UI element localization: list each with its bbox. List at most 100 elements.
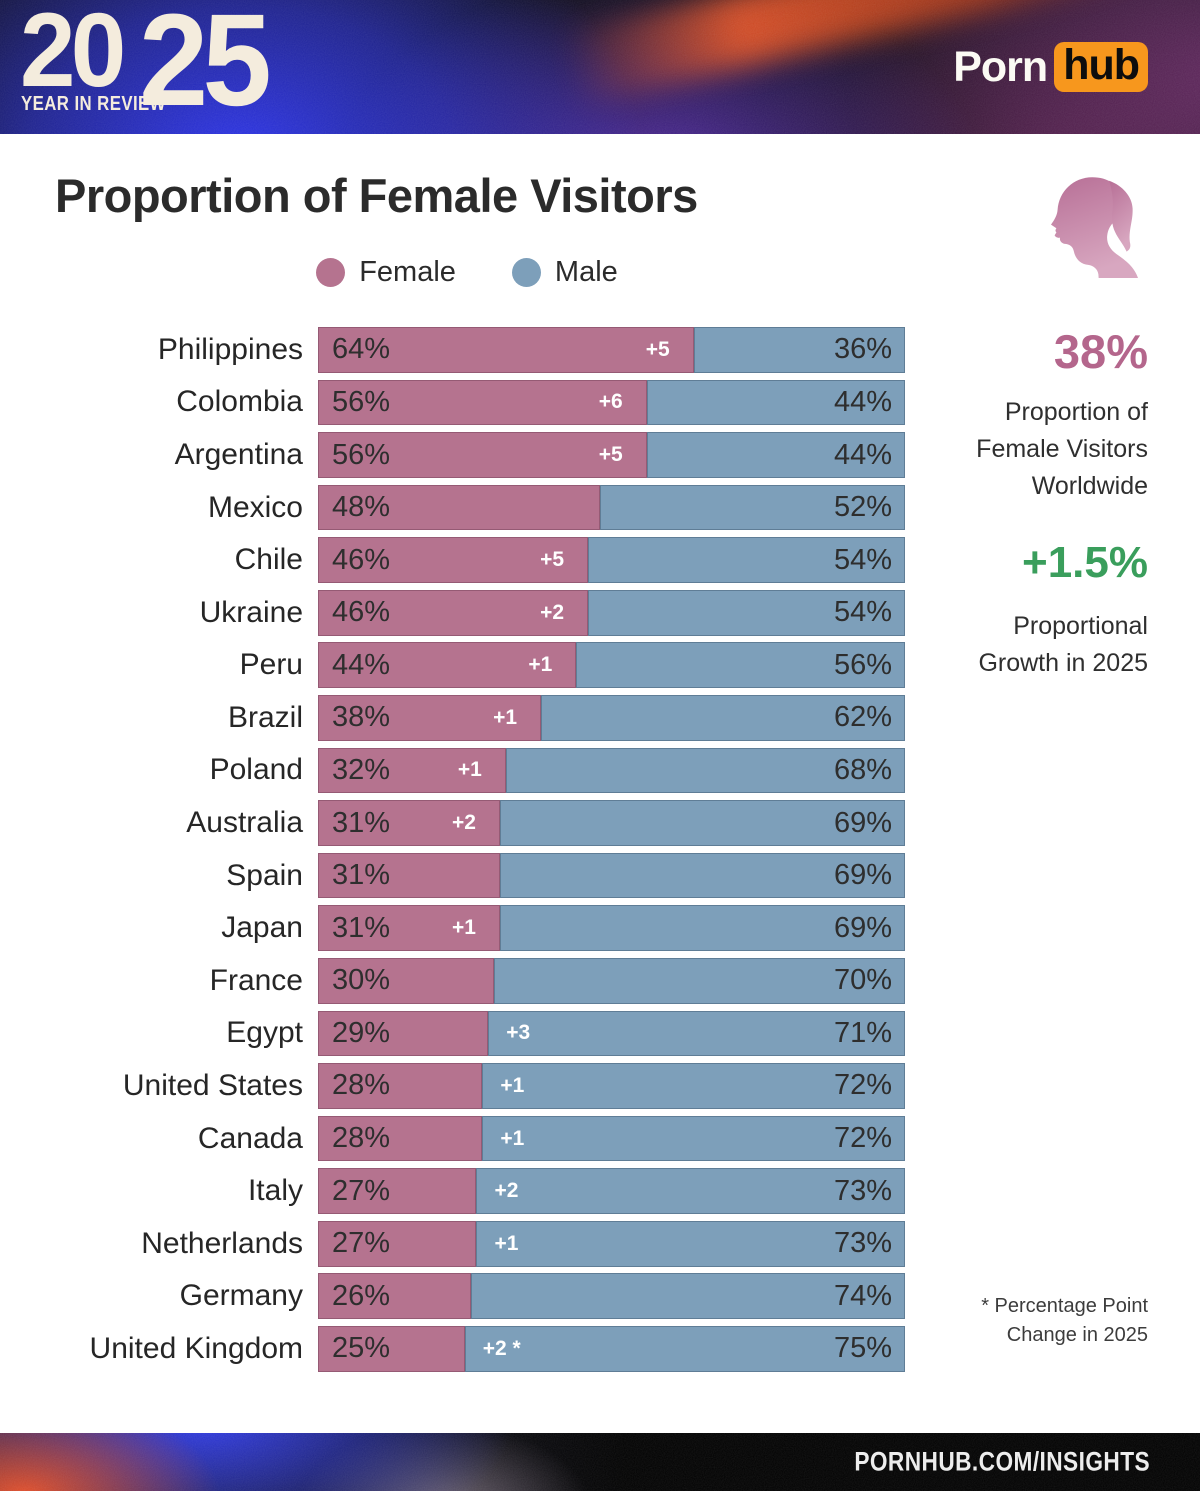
- chart-row: Australia 31% +2 69%: [0, 800, 905, 846]
- female-percent-label: 32%: [332, 753, 391, 786]
- footnote: * Percentage Point Change in 2025: [981, 1295, 1148, 1346]
- change-label-male: +1: [494, 1231, 519, 1255]
- pornhub-logo-porn: Porn: [953, 42, 1048, 91]
- female-percent-label: 38%: [332, 701, 391, 734]
- male-bar-segment: 54%: [588, 537, 905, 583]
- female-bar-segment: 31% +2: [318, 800, 500, 846]
- female-percent-label: 27%: [332, 1174, 391, 1207]
- male-bar-segment: 52%: [599, 484, 905, 531]
- country-label: Germany: [179, 1279, 303, 1313]
- country-label: Poland: [209, 753, 303, 787]
- legend-item-male: Male: [511, 256, 618, 289]
- growth-stat-value: +1.5%: [1022, 538, 1148, 587]
- female-percent-label: 31%: [332, 859, 391, 892]
- male-bar-segment: +1 72%: [482, 1115, 905, 1162]
- chart-row: United Kingdom 25% +2 * 75%: [0, 1325, 905, 1372]
- stacked-bar: 38% +1 62%: [318, 695, 905, 741]
- growth-stat-label: Proportional Growth in 2025: [978, 612, 1148, 677]
- female-bar-segment: 28%: [318, 1063, 483, 1109]
- stacked-bar: 48% 52%: [318, 484, 905, 531]
- male-percent-label: 69%: [833, 911, 892, 944]
- male-bar-segment: +1 72%: [482, 1063, 905, 1109]
- stacked-bar: 56% +5 44%: [318, 432, 905, 478]
- country-label: United States: [122, 1068, 303, 1102]
- female-bar-segment: 27%: [318, 1220, 477, 1267]
- female-bar-segment: 56% +6: [318, 379, 647, 426]
- female-percent-label: 28%: [332, 1122, 391, 1155]
- stacked-bar: 25% +2 * 75%: [318, 1325, 905, 1372]
- chart-row: Japan 31% +1 69%: [0, 905, 905, 952]
- change-label-male: +1: [500, 1073, 525, 1097]
- country-label: Spain: [226, 858, 303, 892]
- country-label: Chile: [234, 543, 303, 577]
- change-label-female: +1: [452, 916, 476, 940]
- male-bar-segment: 74%: [470, 1273, 905, 1320]
- male-percent-label: 71%: [833, 1016, 892, 1049]
- chart-row: Argentina 56% +5 44%: [0, 432, 905, 478]
- female-bar-segment: 46% +5: [318, 537, 589, 583]
- male-bar-segment: +2 73%: [476, 1168, 905, 1214]
- pornhub-logo: Porn hub: [953, 41, 1148, 93]
- stacked-bar: 44% +1 56%: [318, 642, 905, 689]
- male-percent-label: 54%: [833, 596, 892, 629]
- female-percent-label: 64%: [332, 333, 391, 366]
- bar-chart: Philippines 64% +5 36% Colombia 56% +6: [0, 327, 905, 1379]
- country-label: Japan: [221, 911, 303, 945]
- change-label-female: +1: [528, 653, 553, 677]
- chart-row: France 30% 70%: [0, 957, 905, 1004]
- pornhub-logo-hub: hub: [1054, 41, 1148, 93]
- female-silhouette-icon: [1051, 177, 1138, 278]
- stacked-bar: 31% +2 69%: [318, 800, 905, 846]
- female-bar-segment: 28%: [318, 1115, 483, 1162]
- year-in-review-logo: 20 25 YEAR IN REVIEW: [20, 0, 320, 134]
- stacked-bar: 28% +1 72%: [318, 1115, 905, 1162]
- chart-row: Chile 46% +5 54%: [0, 537, 905, 583]
- male-bar-segment: 69%: [499, 905, 905, 952]
- stacked-bar: 27% +1 73%: [318, 1220, 905, 1267]
- stacked-bar: 31% 69%: [318, 852, 905, 899]
- chart-row: Egypt 29% +3 71%: [0, 1010, 905, 1057]
- year-digits-left: 20: [20, 0, 126, 109]
- change-label-male: +2: [494, 1179, 519, 1203]
- male-percent-label: 36%: [833, 333, 892, 366]
- male-percent-label: 72%: [833, 1122, 892, 1155]
- page-title: Proportion of Female Visitors: [55, 169, 698, 222]
- male-bar-segment: 44%: [646, 432, 905, 478]
- stacked-bar: 46% +2 54%: [318, 589, 905, 636]
- male-percent-label: 70%: [833, 964, 892, 997]
- male-bar-segment: 36%: [693, 327, 905, 373]
- female-percent-label: 44%: [332, 648, 391, 681]
- female-bar-segment: 29%: [318, 1010, 489, 1057]
- year-in-review-tagline: YEAR IN REVIEW: [21, 93, 166, 115]
- country-label: Peru: [239, 648, 303, 682]
- year-digits-right: 25: [139, 0, 272, 133]
- change-label-female: +1: [457, 758, 482, 782]
- stacked-bar: 30% 70%: [318, 957, 905, 1004]
- stacked-bar: 64% +5 36%: [318, 327, 905, 373]
- stacked-bar: 56% +6 44%: [318, 379, 905, 426]
- female-bar-segment: 48%: [318, 484, 600, 531]
- male-percent-label: 69%: [833, 859, 892, 892]
- change-label-female: +5: [645, 337, 670, 361]
- chart-row: Colombia 56% +6 44%: [0, 379, 905, 426]
- male-percent-label: 72%: [833, 1069, 892, 1102]
- male-percent-label: 73%: [833, 1227, 892, 1260]
- male-percent-label: 68%: [833, 753, 892, 786]
- country-label: Argentina: [174, 438, 303, 471]
- male-percent-label: 62%: [833, 701, 892, 734]
- chart-row: Ukraine 46% +2 54%: [0, 589, 905, 636]
- chart-row: Poland 32% +1 68%: [0, 747, 905, 794]
- female-percent-label: 26%: [332, 1279, 391, 1312]
- female-percent-label: 56%: [332, 438, 391, 471]
- worldwide-stat-value: 38%: [1053, 325, 1148, 378]
- female-bar-segment: 30%: [318, 957, 495, 1004]
- male-bar-segment: 70%: [494, 957, 905, 1004]
- chart-row: Peru 44% +1 56%: [0, 642, 905, 689]
- male-percent-label: 44%: [833, 385, 892, 418]
- male-percent-label: 54%: [833, 543, 892, 576]
- stacked-bar: 28% +1 72%: [318, 1063, 905, 1109]
- female-percent-label: 30%: [332, 964, 391, 997]
- female-percent-label: 46%: [332, 543, 391, 576]
- country-label: Netherlands: [141, 1226, 303, 1260]
- stacked-bar: 27% +2 73%: [318, 1168, 905, 1214]
